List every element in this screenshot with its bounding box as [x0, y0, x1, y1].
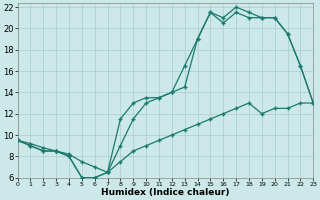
X-axis label: Humidex (Indice chaleur): Humidex (Indice chaleur) — [101, 188, 230, 197]
